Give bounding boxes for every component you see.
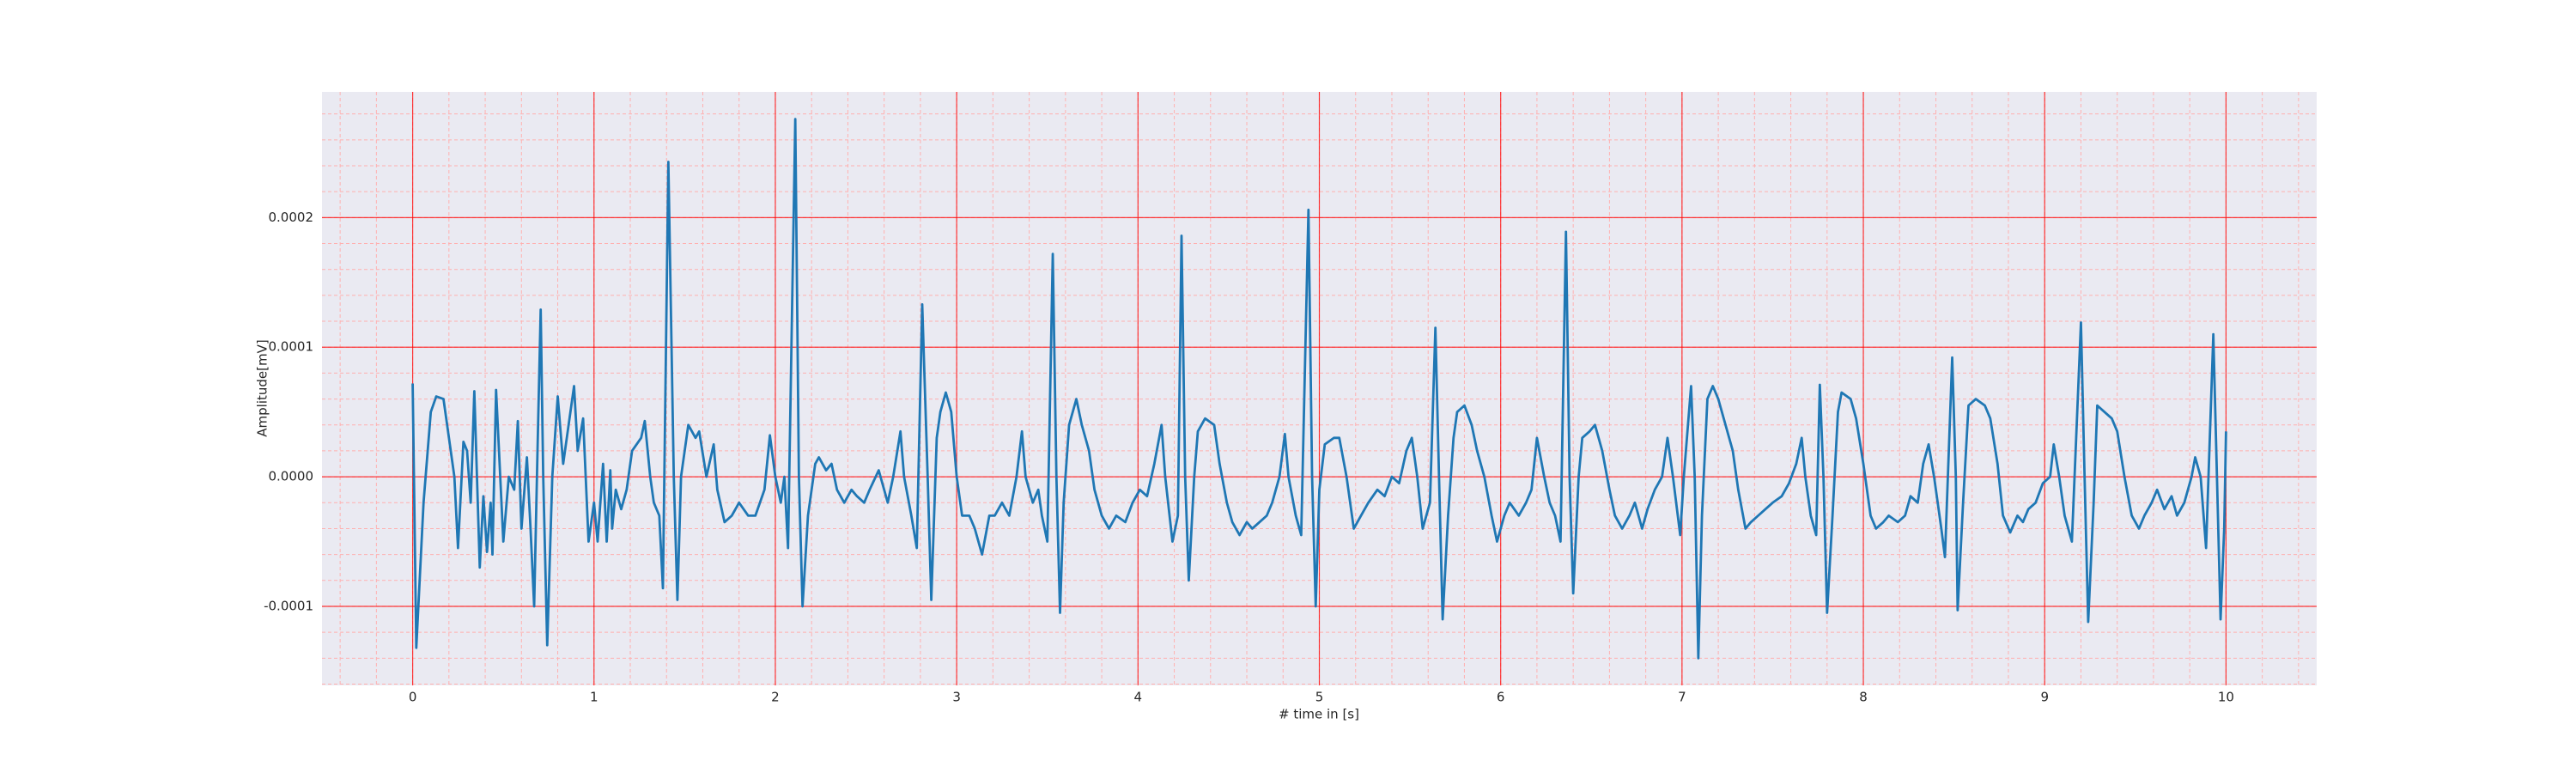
x-tick-label: 6 (1497, 690, 1505, 705)
x-tick-label: 2 (771, 690, 780, 705)
y-tick-label: 0.0001 (269, 339, 314, 355)
x-tick-label: 3 (952, 690, 961, 705)
x-tick-label: 1 (590, 690, 598, 705)
y-tick-label: 0.0000 (269, 469, 314, 484)
x-tick-label: 5 (1315, 690, 1324, 705)
x-tick-label: 4 (1134, 690, 1143, 705)
x-tick-label: 0 (409, 690, 417, 705)
y-axis-label: Amplitude[mV] (255, 339, 270, 436)
x-axis-label: # time in [s] (1279, 707, 1359, 722)
ecg-line (411, 118, 2227, 660)
x-tick-label: 7 (1678, 690, 1686, 705)
x-tick-label: 9 (2040, 690, 2049, 705)
x-tick-label: 10 (2218, 690, 2234, 705)
y-tick-label: 0.0002 (269, 210, 314, 225)
y-tick-label: -0.0001 (264, 598, 313, 613)
x-tick-label: 8 (1859, 690, 1868, 705)
